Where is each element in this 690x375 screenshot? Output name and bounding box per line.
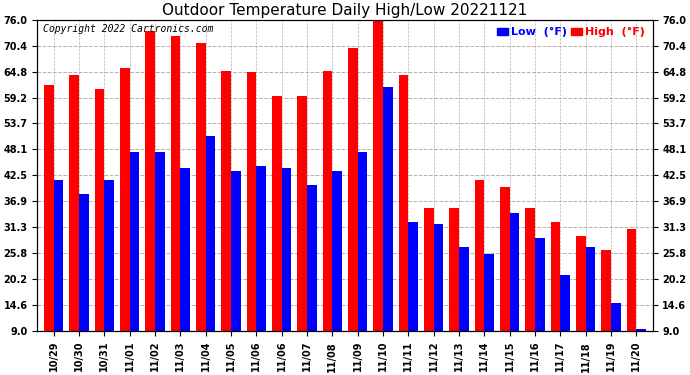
Bar bbox=[373, 20, 383, 331]
Bar bbox=[221, 71, 231, 331]
Bar bbox=[297, 96, 307, 331]
Bar bbox=[459, 248, 469, 331]
Bar bbox=[357, 152, 367, 331]
Bar bbox=[196, 43, 206, 331]
Bar bbox=[231, 171, 241, 331]
Bar bbox=[155, 152, 165, 331]
Bar bbox=[95, 89, 104, 331]
Bar bbox=[180, 168, 190, 331]
Bar bbox=[525, 208, 535, 331]
Bar bbox=[601, 250, 611, 331]
Bar bbox=[79, 194, 89, 331]
Bar bbox=[170, 36, 180, 331]
Bar bbox=[120, 69, 130, 331]
Bar bbox=[104, 180, 114, 331]
Bar bbox=[500, 187, 510, 331]
Bar bbox=[257, 166, 266, 331]
Bar bbox=[130, 152, 139, 331]
Bar bbox=[206, 136, 215, 331]
Bar bbox=[636, 329, 646, 331]
Bar bbox=[576, 236, 586, 331]
Bar bbox=[535, 238, 544, 331]
Bar bbox=[611, 303, 620, 331]
Bar bbox=[272, 96, 282, 331]
Bar bbox=[54, 180, 63, 331]
Bar bbox=[307, 185, 317, 331]
Bar bbox=[408, 222, 418, 331]
Bar bbox=[475, 180, 484, 331]
Bar bbox=[560, 275, 570, 331]
Bar bbox=[627, 229, 636, 331]
Bar bbox=[70, 75, 79, 331]
Bar bbox=[348, 48, 357, 331]
Bar bbox=[146, 31, 155, 331]
Bar bbox=[586, 248, 595, 331]
Bar bbox=[323, 71, 333, 331]
Bar bbox=[399, 75, 408, 331]
Bar bbox=[449, 208, 459, 331]
Title: Outdoor Temperature Daily High/Low 20221121: Outdoor Temperature Daily High/Low 20221… bbox=[162, 3, 528, 18]
Bar bbox=[44, 85, 54, 331]
Bar bbox=[551, 222, 560, 331]
Bar bbox=[247, 72, 257, 331]
Legend: Low  (°F), High  (°F): Low (°F), High (°F) bbox=[495, 25, 647, 40]
Text: Copyright 2022 Cartronics.com: Copyright 2022 Cartronics.com bbox=[43, 24, 214, 34]
Bar bbox=[510, 213, 520, 331]
Bar bbox=[484, 255, 494, 331]
Bar bbox=[424, 208, 433, 331]
Bar bbox=[282, 168, 291, 331]
Bar bbox=[333, 171, 342, 331]
Bar bbox=[433, 224, 443, 331]
Bar bbox=[383, 87, 393, 331]
